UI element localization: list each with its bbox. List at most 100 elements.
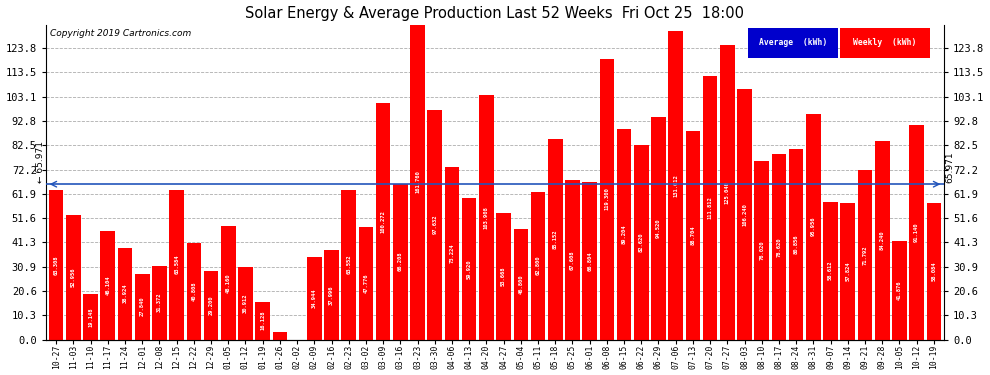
Bar — [806, 114, 821, 339]
Text: 27.840: 27.840 — [140, 297, 145, 316]
Bar — [582, 182, 597, 339]
Bar — [496, 213, 511, 339]
Text: 80.856: 80.856 — [794, 235, 799, 254]
Text: 47.776: 47.776 — [363, 273, 368, 293]
Text: 73.224: 73.224 — [449, 244, 454, 263]
Bar — [617, 129, 632, 339]
Bar — [651, 117, 666, 339]
Bar — [393, 184, 408, 339]
Text: 48.160: 48.160 — [226, 273, 231, 292]
Text: ← 65.971: ← 65.971 — [36, 141, 45, 183]
Text: 53.668: 53.668 — [501, 267, 506, 286]
Text: 84.240: 84.240 — [880, 231, 885, 250]
Text: 131.012: 131.012 — [673, 174, 678, 196]
Text: 78.620: 78.620 — [776, 237, 781, 257]
Bar — [927, 203, 941, 339]
Text: 94.520: 94.520 — [656, 219, 661, 238]
Text: 38.924: 38.924 — [123, 284, 128, 303]
Text: 103.908: 103.908 — [484, 206, 489, 229]
Text: 111.812: 111.812 — [708, 196, 713, 219]
Text: 37.996: 37.996 — [329, 285, 334, 304]
Bar — [445, 167, 459, 339]
Bar — [376, 104, 390, 339]
Bar — [342, 190, 356, 339]
Text: 89.204: 89.204 — [622, 225, 627, 244]
Bar — [49, 190, 63, 339]
Text: 63.584: 63.584 — [174, 255, 179, 274]
Text: 30.912: 30.912 — [243, 293, 248, 313]
Bar — [428, 110, 443, 339]
Bar — [324, 250, 339, 339]
Text: 41.876: 41.876 — [897, 280, 902, 300]
Bar — [152, 266, 166, 339]
Bar — [358, 227, 373, 339]
Bar — [789, 149, 804, 339]
Bar — [462, 198, 476, 339]
Bar — [410, 24, 425, 339]
Bar — [204, 271, 219, 339]
Bar — [169, 190, 184, 339]
Text: 40.808: 40.808 — [191, 282, 196, 301]
Bar — [754, 160, 769, 339]
Text: 71.792: 71.792 — [862, 245, 867, 265]
Text: 161.760: 161.760 — [415, 171, 420, 194]
Bar — [634, 145, 648, 339]
Text: Average  (kWh): Average (kWh) — [759, 38, 828, 47]
Bar — [910, 125, 924, 339]
Text: 85.152: 85.152 — [552, 230, 557, 249]
Bar — [824, 201, 838, 339]
Text: 125.040: 125.040 — [725, 181, 730, 204]
Text: 91.140: 91.140 — [914, 222, 919, 242]
Text: 100.272: 100.272 — [380, 210, 386, 233]
Bar — [255, 302, 270, 339]
Text: 58.612: 58.612 — [828, 261, 833, 280]
Bar — [738, 89, 751, 339]
Bar — [748, 28, 839, 58]
Title: Solar Energy & Average Production Last 52 Weeks  Fri Oct 25  18:00: Solar Energy & Average Production Last 5… — [246, 6, 744, 21]
Text: 88.704: 88.704 — [690, 225, 695, 245]
Text: 66.804: 66.804 — [587, 251, 592, 271]
Text: 67.608: 67.608 — [570, 250, 575, 270]
Bar — [239, 267, 252, 339]
Bar — [135, 274, 149, 339]
Bar — [66, 215, 80, 339]
Text: 66.208: 66.208 — [398, 252, 403, 272]
Bar — [479, 95, 494, 339]
Bar — [514, 230, 528, 339]
Text: 31.372: 31.372 — [157, 293, 162, 312]
Text: 29.200: 29.200 — [209, 296, 214, 315]
Text: Copyright 2019 Cartronics.com: Copyright 2019 Cartronics.com — [50, 29, 192, 38]
Bar — [221, 226, 236, 339]
Bar — [83, 294, 98, 339]
Bar — [892, 241, 907, 339]
Bar — [531, 192, 545, 339]
Bar — [841, 203, 855, 339]
Text: 63.552: 63.552 — [346, 255, 351, 274]
Bar — [118, 248, 133, 339]
Text: 16.128: 16.128 — [260, 311, 265, 330]
Text: 46.104: 46.104 — [105, 276, 110, 295]
Bar — [840, 28, 930, 58]
Text: 63.308: 63.308 — [53, 255, 58, 275]
Text: 76.020: 76.020 — [759, 240, 764, 260]
Text: 106.240: 106.240 — [742, 203, 747, 226]
Text: 97.632: 97.632 — [433, 215, 438, 234]
Bar — [272, 332, 287, 339]
Text: 62.800: 62.800 — [536, 256, 541, 275]
Text: Weekly  (kWh): Weekly (kWh) — [853, 38, 917, 47]
Bar — [686, 130, 700, 339]
Text: 58.084: 58.084 — [932, 261, 937, 281]
Text: 59.920: 59.920 — [466, 259, 471, 279]
Bar — [875, 141, 890, 339]
Text: 57.824: 57.824 — [845, 262, 850, 281]
Bar — [857, 171, 872, 339]
Bar — [720, 45, 735, 339]
Text: 65.971: 65.971 — [945, 152, 954, 183]
Bar — [547, 139, 562, 339]
Bar — [668, 31, 683, 339]
Bar — [100, 231, 115, 339]
Text: 52.956: 52.956 — [71, 267, 76, 287]
Bar — [600, 58, 614, 339]
Bar — [565, 180, 580, 339]
Text: 82.620: 82.620 — [639, 232, 644, 252]
